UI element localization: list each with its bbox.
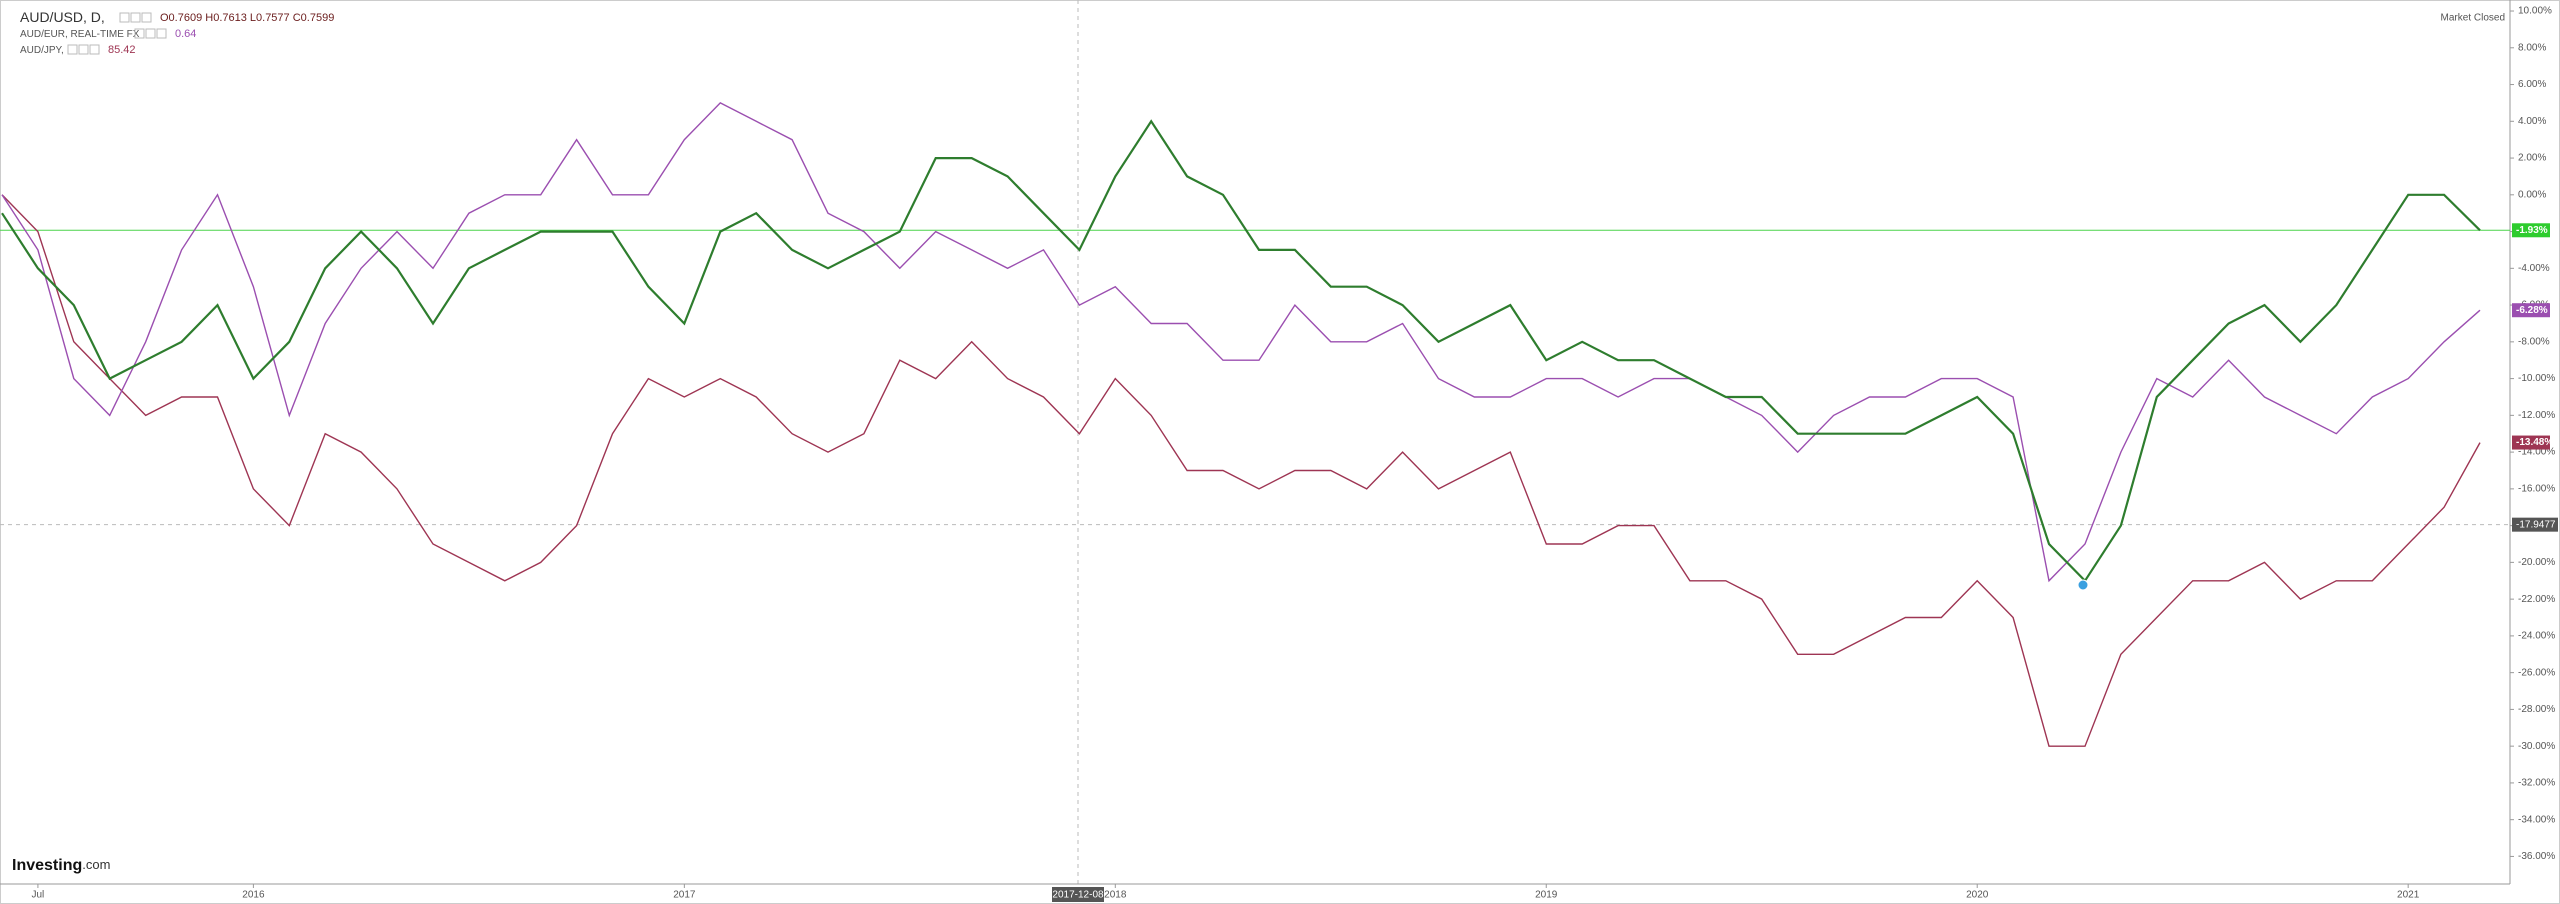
legend-button xyxy=(134,28,145,39)
x-tick-label: 2020 xyxy=(1966,890,1989,901)
y-tick-label: -12.00% xyxy=(2518,410,2555,421)
crosshair-value: -17.9477 xyxy=(2516,519,2556,530)
legend-name: AUD/JPY, xyxy=(20,45,64,56)
y-tick-label: -34.00% xyxy=(2518,814,2555,825)
x-tick-label: 2021 xyxy=(2397,890,2420,901)
x-tick-label: Jul xyxy=(32,890,45,901)
y-tick-label: 4.00% xyxy=(2518,116,2546,127)
legend: AUD/USD, D, O0.7609 H0.7613 L0.7577 C0.75… xyxy=(20,9,334,56)
y-tick-label: -24.00% xyxy=(2518,631,2555,642)
y-tick-label: 10.00% xyxy=(2518,6,2552,17)
x-tick-label: 2018 xyxy=(1104,890,1127,901)
x-tick-label: 2017 xyxy=(673,890,696,901)
series-line xyxy=(1,194,2481,747)
y-tick-label: -26.00% xyxy=(2518,667,2555,678)
y-tick-label: -28.00% xyxy=(2518,704,2555,715)
last-value-bg xyxy=(2512,223,2550,238)
series-line xyxy=(1,119,2481,583)
last-value-label: -1.93% xyxy=(2516,225,2548,236)
legend-quote: 0.64 xyxy=(175,28,196,40)
crosshair-value-bg xyxy=(2512,517,2558,532)
event-marker xyxy=(2077,579,2089,591)
legend-button xyxy=(119,12,130,23)
last-value-label: -13.48% xyxy=(2516,437,2553,448)
last-value-bg xyxy=(2512,303,2550,318)
legend-entry: AUD/EUR, REAL-TIME FX xyxy=(20,29,140,40)
legend-name: AUD/EUR, REAL-TIME FX xyxy=(20,29,140,40)
legend-button xyxy=(141,12,152,23)
brand-name: Investing xyxy=(12,857,82,874)
y-tick-label: 6.00% xyxy=(2518,79,2546,90)
legend-button xyxy=(130,12,141,23)
y-tick-label: 0.00% xyxy=(2518,189,2546,200)
y-tick-label: -16.00% xyxy=(2518,484,2555,495)
crosshair-date: 2017-12-08 xyxy=(1052,890,1104,901)
y-tick-label: -20.00% xyxy=(2518,557,2555,568)
legend-entry: AUD/JPY, xyxy=(20,45,64,56)
y-tick-label: 8.00% xyxy=(2518,42,2546,53)
y-tick-label: -30.00% xyxy=(2518,741,2555,752)
legend-quote: O0.7609 H0.7613 L0.7577 C0.7599 xyxy=(160,12,334,24)
y-tick-label: -14.00% xyxy=(2518,447,2555,458)
brand-suffix: .com xyxy=(82,857,110,872)
y-tick-label: 2.00% xyxy=(2518,153,2546,164)
legend-button xyxy=(67,44,78,55)
brand: Investing.com xyxy=(12,857,110,874)
y-tick-label: -8.00% xyxy=(2518,336,2550,347)
legend-quote: 85.42 xyxy=(108,44,136,56)
legend-entry: AUD/USD, D, xyxy=(20,9,105,25)
y-tick-label: -32.00% xyxy=(2518,778,2555,789)
legend-name: AUD/USD, D, xyxy=(20,9,105,25)
last-value-label: -6.28% xyxy=(2516,305,2548,316)
y-tick-label: -22.00% xyxy=(2518,594,2555,605)
y-tick-label: -36.00% xyxy=(2518,851,2555,862)
legend-button xyxy=(89,44,100,55)
legend-button xyxy=(156,28,167,39)
y-tick-label: -10.00% xyxy=(2518,373,2555,384)
market-status: Market Closed xyxy=(2441,13,2505,24)
x-tick-label: 2019 xyxy=(1535,890,1558,901)
legend-button xyxy=(145,28,156,39)
legend-button xyxy=(78,44,89,55)
last-value-bg xyxy=(2512,435,2550,450)
x-tick-label: 2016 xyxy=(242,890,265,901)
y-tick-label: -4.00% xyxy=(2518,263,2550,274)
crosshair-date-bg xyxy=(1052,887,1104,902)
